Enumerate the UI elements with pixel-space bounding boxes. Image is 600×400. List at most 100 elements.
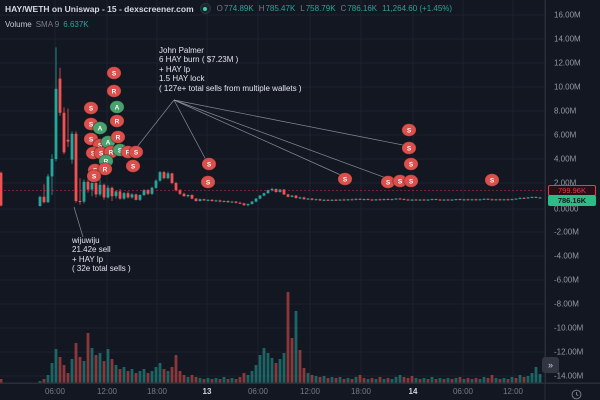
- trade-marker-sell[interactable]: S: [401, 123, 417, 137]
- trade-marker-sell[interactable]: S: [401, 141, 417, 155]
- candle-body: [70, 133, 74, 160]
- trade-marker-letter: R: [109, 149, 114, 156]
- trade-marker-add[interactable]: A: [109, 100, 125, 114]
- volume-bar: [494, 378, 498, 383]
- volume-bar: [254, 365, 258, 383]
- trade-marker-sell[interactable]: S: [403, 174, 419, 188]
- candle-body: [170, 173, 174, 183]
- price-axis[interactable]: 16.00M 14.00M 12.00M 10.00M 8.00M 6.00M 4.00M 2…: [545, 0, 600, 383]
- volume-bar: [82, 361, 86, 383]
- volume-bar: [362, 378, 366, 383]
- candle-body: [358, 198, 362, 200]
- data-source-status-icon[interactable]: [199, 3, 211, 14]
- collapse-panel-button[interactable]: »: [542, 357, 559, 373]
- candles-layer: [0, 47, 542, 207]
- volume-bar: [322, 376, 326, 383]
- trade-marker-letter: S: [343, 176, 348, 183]
- volume-bar: [278, 359, 282, 383]
- candle-body: [386, 199, 390, 201]
- candle-body: [206, 199, 210, 201]
- price-axis-label: 14.00M: [554, 34, 581, 44]
- candle-body: [306, 198, 310, 200]
- trade-marker-sell[interactable]: S: [86, 169, 102, 183]
- candle-body: [218, 200, 222, 202]
- volume-bar: [162, 369, 166, 383]
- candle-body: [46, 176, 50, 203]
- candle-body: [62, 112, 66, 153]
- price-axis-label: 4.00M: [554, 154, 577, 164]
- volume-bar: [282, 353, 286, 383]
- volume-bar: [234, 379, 238, 383]
- trade-marker-sell[interactable]: S: [128, 145, 144, 159]
- trade-marker-sell[interactable]: S: [201, 157, 217, 171]
- candle-body: [202, 199, 206, 201]
- volume-indicator-legend: Volume SMA 9 6.637K: [5, 20, 89, 29]
- trade-marker-sell[interactable]: S: [83, 101, 99, 115]
- time-tick-label: 12:00: [96, 387, 118, 396]
- annotation-pointer-line: [173, 99, 344, 177]
- trade-marker-add[interactable]: A: [92, 121, 108, 135]
- volume-bar: [414, 378, 418, 383]
- volume-sma-label: SMA 9: [35, 20, 60, 29]
- volume-bar: [66, 373, 70, 383]
- candle-body: [514, 198, 518, 200]
- chart-symbol-title[interactable]: HAY/WETH on Uniswap - 15 - dexscreener.c…: [5, 3, 194, 14]
- trade-marker-sell[interactable]: S: [484, 173, 500, 187]
- volume-bar: [410, 376, 414, 383]
- trade-marker-letter: A: [98, 125, 103, 132]
- volume-bar: [342, 379, 346, 383]
- volume-bar: [470, 379, 474, 383]
- volume-bar: [262, 348, 266, 383]
- volume-bar: [94, 355, 98, 383]
- candle-body: [86, 181, 90, 190]
- candle-body: [462, 199, 466, 201]
- trade-marker-letter: S: [89, 105, 94, 112]
- volume-bar: [302, 368, 306, 383]
- candle-body: [226, 201, 230, 203]
- volume-bar: [378, 377, 382, 383]
- volume-bar: [226, 379, 230, 383]
- trade-marker-letter: S: [134, 149, 139, 156]
- trade-marker-sell[interactable]: S: [337, 172, 353, 186]
- candle-body: [354, 198, 358, 200]
- candle-body: [398, 198, 402, 200]
- candle-body: [482, 198, 486, 200]
- volume-bar: [406, 378, 410, 383]
- trade-marker-sell[interactable]: R: [97, 162, 113, 176]
- volume-bar: [90, 348, 94, 383]
- candle-body: [390, 199, 394, 201]
- time-axis[interactable]: 06:00 12:00 18:00 13 06:00 12:00 18:00 14 06:00 1…: [0, 383, 600, 400]
- volume-bar: [366, 379, 370, 383]
- candle-body: [318, 199, 322, 201]
- trade-marker-sell[interactable]: R: [110, 130, 126, 144]
- clock-icon[interactable]: [571, 387, 582, 400]
- trade-marker-sell[interactable]: R: [106, 84, 122, 98]
- candle-body: [98, 184, 102, 195]
- trade-marker-sell[interactable]: R: [109, 114, 125, 128]
- trade-marker-sell[interactable]: S: [200, 175, 216, 189]
- trade-marker-bubble: [125, 159, 141, 173]
- trade-marker-bubble: [403, 174, 419, 188]
- candle-body: [298, 197, 302, 199]
- trade-marker-sell[interactable]: S: [106, 66, 122, 80]
- candle-body: [58, 78, 62, 113]
- volume-indicator-label[interactable]: Volume: [5, 20, 32, 29]
- candle-body: [222, 201, 226, 202]
- trade-marker-letter: R: [103, 166, 108, 173]
- volume-bar: [510, 377, 514, 383]
- volume-bar: [422, 378, 426, 383]
- trade-marker-letter: S: [112, 70, 117, 77]
- trade-marker-sell[interactable]: S: [125, 159, 141, 173]
- candle-body: [414, 199, 418, 201]
- trade-marker-sell[interactable]: S: [403, 157, 419, 171]
- volume-bar: [354, 377, 358, 383]
- trade-marker-letter: S: [206, 179, 211, 186]
- trade-marker-letter: A: [115, 104, 120, 111]
- volume-bar: [430, 377, 434, 383]
- trade-marker-letter: R: [116, 134, 121, 141]
- time-tick-label: 06:00: [452, 387, 474, 396]
- candle-body: [126, 193, 130, 198]
- candle-body: [102, 184, 106, 198]
- trade-marker-bubble: [106, 84, 122, 98]
